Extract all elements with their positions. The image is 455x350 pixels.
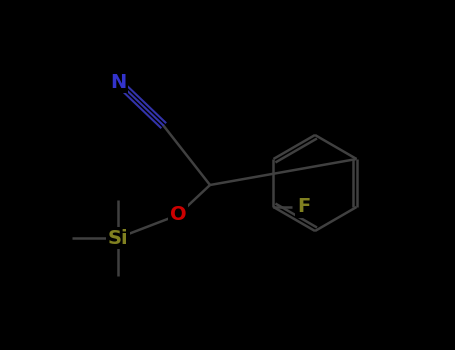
Text: N: N — [110, 72, 126, 91]
Text: Si: Si — [108, 229, 128, 247]
Text: O: O — [170, 205, 186, 224]
Text: F: F — [297, 197, 310, 217]
